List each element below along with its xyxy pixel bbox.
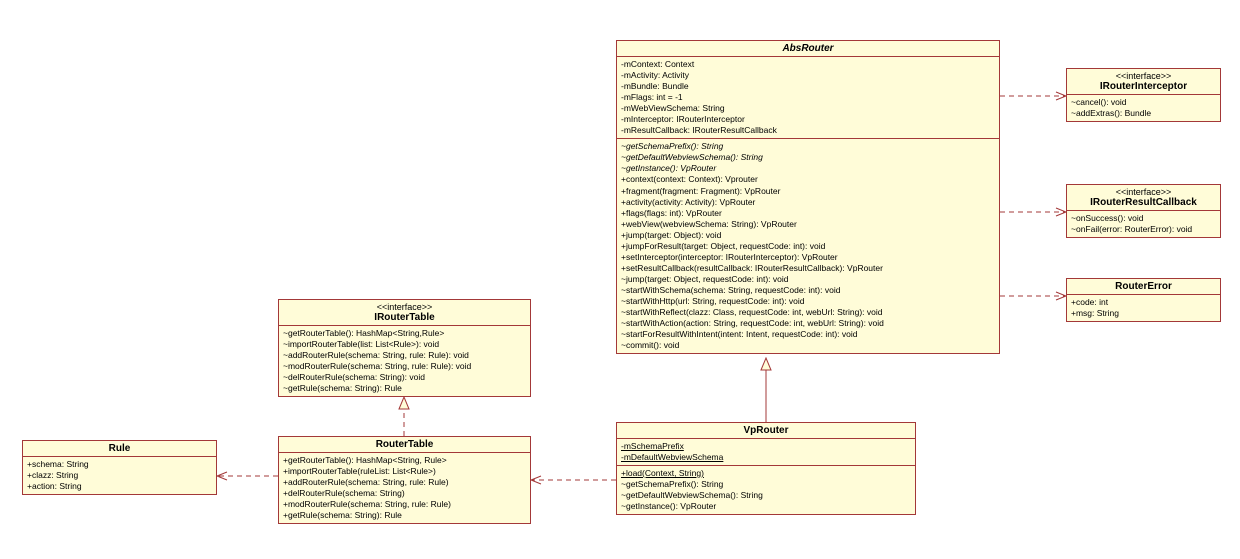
ops-compartment: ~getRouterTable(): HashMap<String,Rule>~… xyxy=(279,326,530,396)
attrs-compartment: -mContext: Context-mActivity: Activity-m… xyxy=(617,57,999,139)
member-line: ~getRouterTable(): HashMap<String,Rule> xyxy=(283,328,526,339)
member-line: +action: String xyxy=(27,481,212,492)
member-line: ~getSchemaPrefix(): String xyxy=(621,141,995,152)
ops-compartment: ~cancel(): void~addExtras(): Bundle xyxy=(1067,95,1220,121)
class-name: IRouterTable xyxy=(374,312,434,323)
member-line: +getRouterTable(): HashMap<String, Rule> xyxy=(283,455,526,466)
member-line: ~startWithAction(action: String, request… xyxy=(621,318,995,329)
class-RouterTable: RouterTable +getRouterTable(): HashMap<St… xyxy=(278,436,531,524)
class-title: RouterTable xyxy=(279,437,530,453)
member-line: +webView(webviewSchema: String): VpRoute… xyxy=(621,219,995,230)
member-line: -mActivity: Activity xyxy=(621,70,995,81)
ops-compartment: +load(Context, String)~getSchemaPrefix()… xyxy=(617,466,915,514)
class-name: Rule xyxy=(109,443,131,454)
member-line: ~getDefaultWebviewSchema(): String xyxy=(621,490,911,501)
member-line: +clazz: String xyxy=(27,470,212,481)
member-line: +schema: String xyxy=(27,459,212,470)
attrs-compartment: -mSchemaPrefix-mDefaultWebviewSchema xyxy=(617,439,915,466)
member-line: ~cancel(): void xyxy=(1071,97,1216,108)
member-line: -mBundle: Bundle xyxy=(621,81,995,92)
class-IRouterInterceptor: <<interface>>IRouterInterceptor~cancel()… xyxy=(1066,68,1221,122)
member-line: +flags(flags: int): VpRouter xyxy=(621,208,995,219)
class-title: VpRouter xyxy=(617,423,915,439)
class-title: RouterError xyxy=(1067,279,1220,295)
member-line: -mResultCallback: IRouterResultCallback xyxy=(621,125,995,136)
member-line: ~getInstance(): VpRouter xyxy=(621,163,995,174)
member-line: +jumpForResult(target: Object, requestCo… xyxy=(621,241,995,252)
attrs-compartment: +code: int+msg: String xyxy=(1067,295,1220,321)
class-VpRouter: VpRouter -mSchemaPrefix-mDefaultWebviewSc… xyxy=(616,422,916,515)
member-line: +activity(activity: Activity): VpRouter xyxy=(621,197,995,208)
member-line: +delRouterRule(schema: String) xyxy=(283,488,526,499)
member-line: +setResultCallback(resultCallback: IRout… xyxy=(621,263,995,274)
stereotype: <<interface>> xyxy=(1071,187,1216,197)
member-line: +modRouterRule(schema: String, rule: Rul… xyxy=(283,499,526,510)
class-IRouterTable: <<interface>>IRouterTable~getRouterTable… xyxy=(278,299,531,397)
member-line: -mSchemaPrefix xyxy=(621,441,911,452)
member-line: ~addExtras(): Bundle xyxy=(1071,108,1216,119)
member-line: ~onSuccess(): void xyxy=(1071,213,1216,224)
member-line: ~startWithSchema(schema: String, request… xyxy=(621,285,995,296)
member-line: ~startWithHttp(url: String, requestCode:… xyxy=(621,296,995,307)
class-title: <<interface>>IRouterTable xyxy=(279,300,530,326)
attrs-compartment: +schema: String+clazz: String+action: St… xyxy=(23,457,216,494)
class-Rule: Rule +schema: String+clazz: String+action… xyxy=(22,440,217,495)
member-line: ~modRouterRule(schema: String, rule: Rul… xyxy=(283,361,526,372)
member-line: +msg: String xyxy=(1071,308,1216,319)
member-line: +addRouterRule(schema: String, rule: Rul… xyxy=(283,477,526,488)
class-name: IRouterInterceptor xyxy=(1100,81,1187,92)
member-line: ~jump(target: Object, requestCode: int):… xyxy=(621,274,995,285)
member-line: ~startForResultWithIntent(intent: Intent… xyxy=(621,329,995,340)
class-name: RouterError xyxy=(1115,281,1172,292)
member-line: +load(Context, String) xyxy=(621,468,911,479)
class-title: AbsRouter xyxy=(617,41,999,57)
member-line: +context(context: Context): Vprouter xyxy=(621,174,995,185)
class-name: VpRouter xyxy=(744,425,789,436)
class-name: RouterTable xyxy=(376,439,434,450)
stereotype: <<interface>> xyxy=(283,302,526,312)
class-IRouterResultCallback: <<interface>>IRouterResultCallback~onSuc… xyxy=(1066,184,1221,238)
member-line: +getRule(schema: String): Rule xyxy=(283,510,526,521)
class-RouterError: RouterError +code: int+msg: String xyxy=(1066,278,1221,322)
ops-compartment: ~onSuccess(): void~onFail(error: RouterE… xyxy=(1067,211,1220,237)
class-name: AbsRouter xyxy=(782,43,833,54)
member-line: ~getSchemaPrefix(): String xyxy=(621,479,911,490)
member-line: ~commit(): void xyxy=(621,340,995,351)
class-name: IRouterResultCallback xyxy=(1090,197,1197,208)
member-line: +fragment(fragment: Fragment): VpRouter xyxy=(621,186,995,197)
class-AbsRouter: AbsRouter -mContext: Context-mActivity: A… xyxy=(616,40,1000,354)
member-line: -mDefaultWebviewSchema xyxy=(621,452,911,463)
member-line: ~delRouterRule(schema: String): void xyxy=(283,372,526,383)
member-line: ~addRouterRule(schema: String, rule: Rul… xyxy=(283,350,526,361)
ops-compartment: ~getSchemaPrefix(): String~getDefaultWeb… xyxy=(617,139,999,353)
class-title: <<interface>>IRouterResultCallback xyxy=(1067,185,1220,211)
member-line: +jump(target: Object): void xyxy=(621,230,995,241)
member-line: -mWebViewSchema: String xyxy=(621,103,995,114)
member-line: -mFlags: int = -1 xyxy=(621,92,995,103)
member-line: ~getDefaultWebviewSchema(): String xyxy=(621,152,995,163)
class-title: <<interface>>IRouterInterceptor xyxy=(1067,69,1220,95)
member-line: ~onFail(error: RouterError): void xyxy=(1071,224,1216,235)
member-line: +code: int xyxy=(1071,297,1216,308)
member-line: ~importRouterTable(list: List<Rule>): vo… xyxy=(283,339,526,350)
member-line: ~getInstance(): VpRouter xyxy=(621,501,911,512)
member-line: ~startWithReflect(clazz: Class, requestC… xyxy=(621,307,995,318)
class-title: Rule xyxy=(23,441,216,457)
ops-compartment: +getRouterTable(): HashMap<String, Rule>… xyxy=(279,453,530,523)
member-line: ~getRule(schema: String): Rule xyxy=(283,383,526,394)
member-line: -mContext: Context xyxy=(621,59,995,70)
member-line: +setInterceptor(interceptor: IRouterInte… xyxy=(621,252,995,263)
member-line: -mInterceptor: IRouterInterceptor xyxy=(621,114,995,125)
stereotype: <<interface>> xyxy=(1071,71,1216,81)
member-line: +importRouterTable(ruleList: List<Rule>) xyxy=(283,466,526,477)
